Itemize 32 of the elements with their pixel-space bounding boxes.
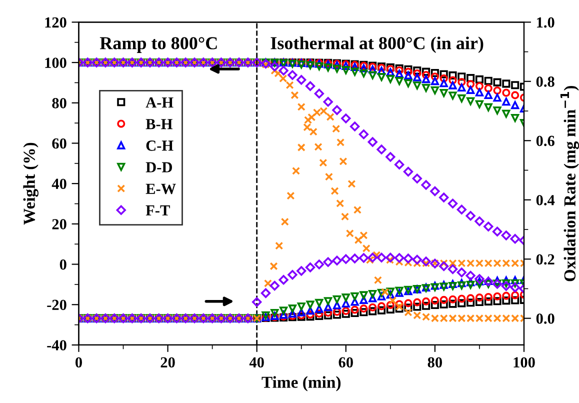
y2-axis-title: Oxidation Rate (mg min$^{−1}$) [560,86,579,282]
annotation: Ramp to 800°C [100,37,217,53]
y-tick-label: 40 [52,178,66,190]
legend-label: F-T [146,205,170,216]
y-tick-label: -40 [47,340,66,350]
legend-label: A-H [146,97,174,108]
annotation: Isothermal at 800°C (in air) [270,36,484,53]
legend-label: C-H [146,140,174,151]
y2-tick-label: 0.8 [536,76,554,87]
x-tick-label: 80 [428,357,442,368]
y-tick-label: 100 [45,58,66,68]
y2-tick-label: 0.2 [536,254,554,265]
y2-tick-label: 0.6 [536,136,554,146]
x-tick-label: 20 [160,357,175,368]
y-axis-title: Weight (%) [23,142,38,225]
x-tick-label: 40 [249,357,264,368]
y2-tick-label: 0.0 [536,313,554,324]
x-tick-label: 60 [338,357,353,368]
legend-label: D-D [146,162,172,172]
x-axis-title: Time (min) [262,376,341,392]
y-tick-label: 0 [60,259,66,270]
y-tick-label: 120 [45,17,66,28]
x-tick-label: 100 [514,357,535,368]
y-tick-label: 80 [52,98,66,108]
legend-label: B-H [146,119,172,130]
legend-label: E-W [146,184,176,194]
y2-tick-label: 0.4 [536,194,555,206]
x-tick-label: 0 [76,357,82,368]
y2-tick-label: 1.0 [537,17,554,28]
y-tick-label: 20 [52,219,66,230]
y-tick-label: -20 [47,300,66,310]
y-tick-label: 60 [52,138,66,149]
